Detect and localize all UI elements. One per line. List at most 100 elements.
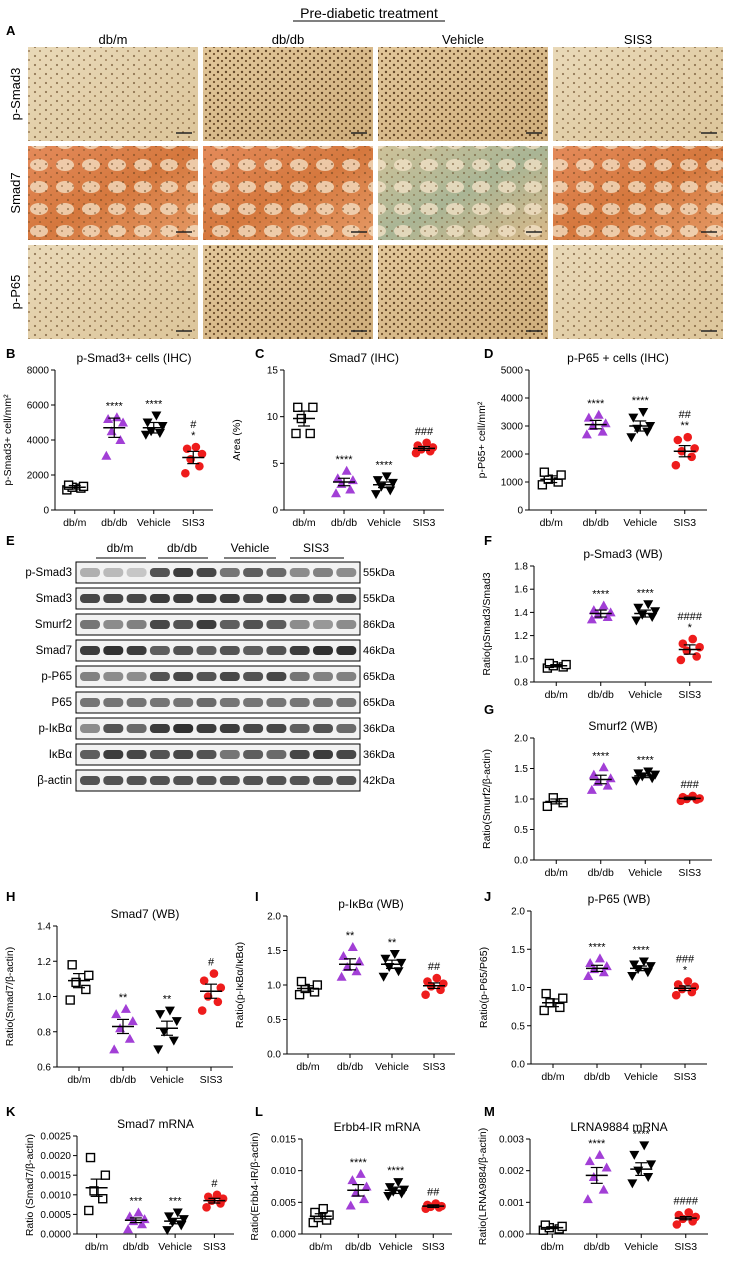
ihc-image bbox=[378, 146, 548, 240]
data-point bbox=[396, 958, 407, 968]
data-point bbox=[558, 797, 568, 808]
y-tick-label: 6000 bbox=[27, 401, 50, 412]
wb-band bbox=[149, 750, 170, 759]
wb-kda-label: 42kDa bbox=[363, 775, 396, 787]
chart-c: Smad7 (IHC) 0 5 10 15 Area (%) db/m db/db Vehicl… bbox=[231, 351, 444, 529]
data-point bbox=[633, 769, 644, 779]
wb-strip-frame bbox=[75, 743, 361, 766]
wb-band bbox=[103, 594, 124, 603]
data-point bbox=[542, 801, 553, 812]
x-tick-label: db/db bbox=[337, 1061, 363, 1073]
ihc-image bbox=[203, 245, 373, 339]
ihc-image-nuclei bbox=[28, 245, 198, 339]
significance-hash: ## bbox=[679, 409, 692, 421]
wb-group-header: SIS3 bbox=[303, 541, 329, 555]
wb-band bbox=[173, 750, 194, 759]
significance-marker: #### bbox=[674, 1195, 699, 1207]
wb-band-strip bbox=[75, 769, 361, 792]
wb-band bbox=[80, 620, 100, 629]
wb-band bbox=[266, 646, 287, 655]
y-tick-label: 0.5 bbox=[514, 825, 528, 836]
data-point bbox=[347, 475, 358, 485]
ihc-row-label: p-Smad3 bbox=[8, 68, 23, 121]
wb-band bbox=[219, 568, 240, 577]
wb-band bbox=[103, 776, 124, 785]
data-point bbox=[305, 428, 315, 439]
data-point bbox=[581, 429, 592, 439]
data-point bbox=[197, 449, 207, 459]
data-point bbox=[191, 442, 201, 452]
data-point bbox=[142, 418, 153, 428]
x-tick-label: SIS3 bbox=[674, 1071, 697, 1083]
ihc-image bbox=[203, 47, 373, 141]
ihc-col-label: SIS3 bbox=[624, 32, 652, 47]
wb-band-strip bbox=[75, 561, 361, 584]
ihc-image bbox=[378, 47, 548, 141]
x-tick-label: SIS3 bbox=[423, 1061, 446, 1073]
data-point bbox=[678, 639, 688, 649]
significance-marker: ** bbox=[346, 930, 355, 942]
x-tick-label: SIS3 bbox=[673, 517, 696, 529]
ihc-col-label: db/m bbox=[99, 32, 128, 47]
y-tick-label: 0.0020 bbox=[40, 1151, 71, 1162]
chart-b: p-Smad3+ cells (IHC) 0 2000 4000 6000 8000 p-S… bbox=[2, 351, 213, 529]
significance-marker: **** bbox=[632, 395, 650, 407]
chart-title: Erbb4-IR mRNA bbox=[334, 1120, 421, 1134]
data-point bbox=[643, 1173, 654, 1182]
y-tick-label: 0.0005 bbox=[40, 1210, 71, 1221]
wb-kda-label: 55kDa bbox=[363, 593, 396, 605]
chart-title: Smad7 (IHC) bbox=[329, 351, 399, 365]
wb-band bbox=[126, 698, 147, 707]
ihc-image bbox=[553, 245, 723, 339]
wb-band bbox=[103, 568, 124, 577]
wb-band bbox=[243, 724, 264, 733]
data-point bbox=[645, 962, 656, 972]
x-tick-label: db/m bbox=[85, 1241, 109, 1253]
ihc-image-nuclei bbox=[553, 47, 723, 141]
wb-band bbox=[126, 776, 147, 785]
wb-band bbox=[103, 672, 124, 681]
data-point bbox=[602, 612, 613, 622]
x-tick-label: db/db bbox=[331, 517, 357, 529]
y-tick-label: 0.0015 bbox=[40, 1171, 71, 1182]
wb-band bbox=[126, 594, 147, 603]
y-tick-label: 1.0 bbox=[514, 654, 528, 665]
wb-band-strip bbox=[75, 639, 361, 662]
data-point bbox=[541, 988, 551, 999]
wb-band bbox=[219, 594, 240, 603]
wb-band bbox=[243, 750, 264, 759]
data-point bbox=[127, 1016, 138, 1026]
significance-marker: **** bbox=[592, 750, 610, 762]
data-point bbox=[421, 990, 430, 999]
y-tick-label: 1.2 bbox=[37, 957, 51, 968]
chart-title: p-Smad3 (WB) bbox=[583, 547, 662, 561]
wb-band bbox=[173, 672, 194, 681]
wb-band bbox=[336, 776, 357, 785]
data-point bbox=[172, 1208, 183, 1218]
ihc-panel-a: db/m db/db Vehicle SIS3 p-Smad3 Smad7 p-P65 bbox=[8, 32, 723, 339]
y-axis-label: Ratio(Smurf2/β-actin) bbox=[481, 749, 493, 849]
data-point bbox=[588, 769, 599, 779]
data-point bbox=[683, 977, 693, 986]
chart-i: p-IκBα (WB) 0.0 0.5 1.0 1.5 2.0 Ratio(p-IκBα/I… bbox=[234, 897, 455, 1073]
data-point bbox=[296, 976, 307, 987]
data-point bbox=[556, 470, 566, 480]
y-axis-label: Ratio(pSmad3/Smad3 bbox=[481, 572, 493, 675]
data-point bbox=[136, 1219, 147, 1229]
y-tick-label: 0.5 bbox=[511, 1021, 525, 1032]
y-tick-label: 1.6 bbox=[514, 585, 528, 596]
significance-marker: **** bbox=[335, 454, 353, 466]
wb-band bbox=[126, 672, 147, 681]
data-point bbox=[628, 413, 639, 423]
wb-band-label: IκBα bbox=[49, 749, 73, 761]
wb-band bbox=[103, 698, 124, 707]
wb-band bbox=[149, 724, 170, 733]
wb-band bbox=[243, 568, 264, 577]
significance-marker: ## bbox=[427, 1187, 440, 1199]
data-point bbox=[627, 972, 638, 982]
y-tick-label: 0.0010 bbox=[40, 1190, 71, 1201]
significance-marker: **** bbox=[592, 588, 610, 600]
y-tick-label: 4000 bbox=[501, 394, 524, 405]
data-point bbox=[332, 473, 343, 483]
panel-letters: Pre-diabetic treatment A B C D E F G H I J K L M bbox=[6, 5, 495, 1119]
